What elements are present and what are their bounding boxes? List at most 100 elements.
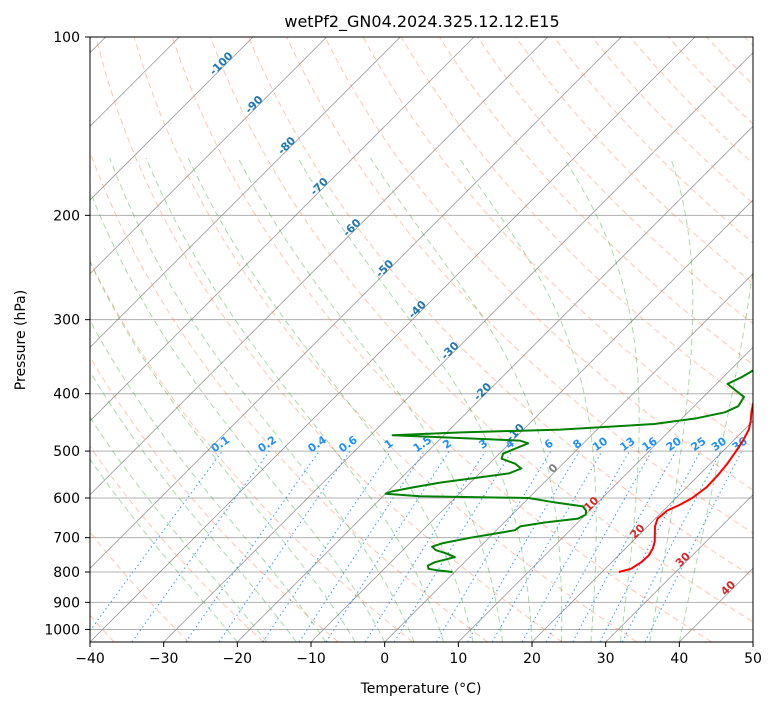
moist-adiabat xyxy=(90,416,268,642)
chart-title: wetPf2_GN04.2024.325.12.12.E15 xyxy=(284,12,559,32)
dewpoint-profile xyxy=(384,369,753,573)
isotherm-line xyxy=(531,420,753,642)
mixing-ratio-line xyxy=(393,450,513,642)
y-tick-label: 800 xyxy=(53,565,80,581)
y-tick-label: 700 xyxy=(53,531,80,547)
isotherm-label: -70 xyxy=(308,175,331,198)
isotherm-label: 10 xyxy=(581,494,601,514)
mixing-ratio-line xyxy=(262,450,392,642)
mixing-ratio-line xyxy=(298,450,425,642)
moist-adiabat xyxy=(458,157,597,642)
dry-adiabat xyxy=(171,37,712,642)
x-tick-label: −40 xyxy=(75,651,105,667)
y-tick-label: 600 xyxy=(53,491,80,507)
dry-adiabat xyxy=(553,37,753,244)
x-tick-label: −10 xyxy=(296,651,326,667)
mixing-ratio-line xyxy=(521,450,630,642)
mixing-ratio-line xyxy=(218,450,351,642)
isotherm-line xyxy=(90,37,475,422)
x-tick-label: −20 xyxy=(223,651,253,667)
isotherm-line xyxy=(458,346,753,642)
isotherm-label: -20 xyxy=(471,380,494,403)
isotherm-line xyxy=(90,37,327,275)
isotherm-line xyxy=(605,494,753,642)
dry-adiabat xyxy=(438,37,753,366)
mixing-ratio-labels: 0.1 0.2 0.4 0.6 1 1.5 2 3 4 6 8 10 13 16 20 25 30 36 xyxy=(209,433,750,455)
x-tick-label: 0 xyxy=(380,651,389,667)
y-tick-label: 100 xyxy=(53,30,80,46)
mixing-ratio-label: 0.4 xyxy=(306,433,330,455)
moist-adiabat xyxy=(90,319,327,642)
y-tick-label: 200 xyxy=(53,208,80,224)
moist-adiabat xyxy=(109,157,415,642)
isotherm-line xyxy=(90,37,401,348)
x-tick-label: 20 xyxy=(523,651,541,667)
profiles xyxy=(384,369,753,573)
dry-adiabat xyxy=(286,37,753,534)
isotherm-line xyxy=(752,641,753,642)
moist-adiabat xyxy=(369,157,563,642)
y-tick-label: 1000 xyxy=(44,622,80,638)
dry-adiabat xyxy=(515,37,753,284)
moist-adiabat xyxy=(90,370,297,642)
x-tick-label: 30 xyxy=(597,651,615,667)
mixing-ratio-label: 2 xyxy=(440,437,454,452)
x-axis: −40 −30 −20 −10 0 10 20 30 40 50 xyxy=(75,642,762,667)
dry-adiabat xyxy=(133,37,638,642)
mixing-ratio-label: 0.1 xyxy=(209,433,232,455)
mixing-ratio-line xyxy=(90,450,223,632)
mixing-ratio-line xyxy=(364,450,486,642)
y-tick-label: 300 xyxy=(53,313,80,329)
mixing-ratio-line xyxy=(599,450,701,642)
y-axis-label: Pressure (hPa) xyxy=(13,290,29,390)
dry-adiabat xyxy=(324,37,753,491)
dry-adiabat xyxy=(90,259,414,642)
isotherm-line xyxy=(90,37,622,569)
isotherm-label: -40 xyxy=(406,298,429,321)
isotherm-label: -50 xyxy=(373,257,396,280)
dry-adiabat xyxy=(90,445,264,642)
moist-adiabat xyxy=(297,157,533,642)
dry-adiabat xyxy=(706,37,753,86)
moist-adiabat xyxy=(187,157,474,642)
x-tick-label: 50 xyxy=(744,651,762,667)
moist-adiabat xyxy=(649,157,694,642)
moist-adiabat xyxy=(90,458,238,642)
y-tick-label: 900 xyxy=(53,595,80,611)
isotherm-line xyxy=(90,37,696,642)
moist-adiabat xyxy=(563,157,640,642)
isotherm-line xyxy=(237,125,753,642)
isotherm-label: -30 xyxy=(438,339,461,362)
dry-adiabat xyxy=(90,150,488,642)
moist-adiabat xyxy=(678,265,753,642)
x-tick-label: 10 xyxy=(449,651,467,667)
isotherm-line xyxy=(90,37,548,496)
y-tick-label: 500 xyxy=(53,444,80,460)
isotherm-line xyxy=(90,37,254,201)
mixing-ratio-line xyxy=(185,450,320,642)
temperature-profile xyxy=(618,401,753,573)
y-tick-label: 400 xyxy=(53,387,80,403)
isotherm-label: 20 xyxy=(628,521,648,541)
mixing-ratio-line xyxy=(644,450,743,642)
moist-adiabat xyxy=(145,157,445,642)
isotherm-line xyxy=(310,199,753,642)
moist-adiabat xyxy=(90,260,356,642)
isotherm-line xyxy=(384,273,753,642)
moist-adiabat xyxy=(237,157,503,642)
x-axis-label: Temperature (°C) xyxy=(360,681,482,697)
dry-adiabat xyxy=(248,37,753,578)
x-tick-label: −30 xyxy=(149,651,179,667)
isotherm-line xyxy=(163,52,753,642)
mixing-ratio-label: 6 xyxy=(542,437,556,452)
isotherm-label: -80 xyxy=(275,134,298,157)
isotherm-label: -90 xyxy=(242,93,265,116)
isotherm-label: -100 xyxy=(207,49,236,78)
dry-adiabat xyxy=(210,37,753,623)
isotherm-label: 40 xyxy=(718,578,738,598)
mixing-ratio-line xyxy=(131,450,270,642)
x-tick-label: 40 xyxy=(670,651,688,667)
isotherm-label: -60 xyxy=(340,216,363,239)
mixing-ratio-line xyxy=(572,450,677,642)
